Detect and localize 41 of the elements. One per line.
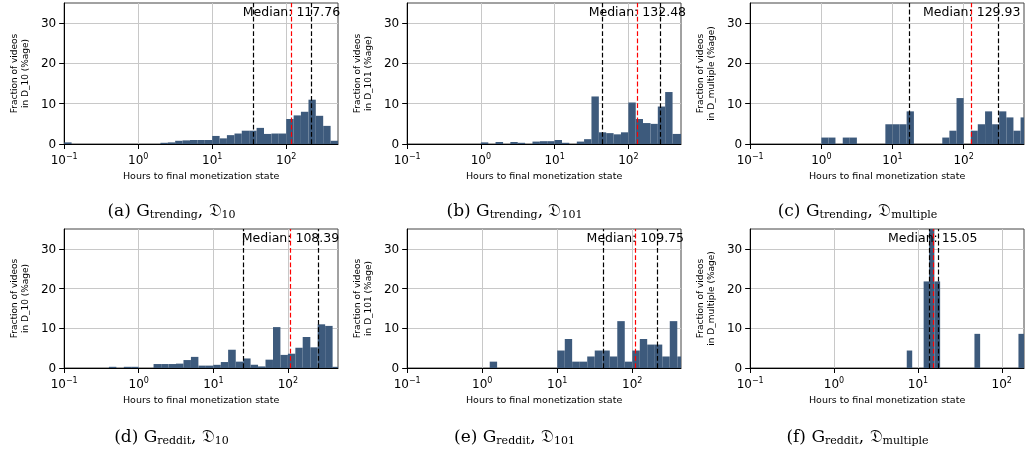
y-tick-label: 20 <box>726 56 743 71</box>
y-tick-label: 30 <box>726 241 743 256</box>
y-tick-label: 20 <box>726 281 743 296</box>
x-axis-title: Hours to final monetization state <box>465 394 623 406</box>
y-tick-label: 30 <box>726 16 743 31</box>
y-tick-label: 10 <box>40 96 57 111</box>
ref-line-label: Median: 132.48 <box>588 4 687 19</box>
y-tick-label: 0 <box>734 137 743 151</box>
y-tick-label: 10 <box>383 321 400 336</box>
ref-line-label: Median: 108.39 <box>241 230 340 245</box>
y-tick-label: 0 <box>391 137 400 151</box>
y-tick-label: 30 <box>383 241 400 256</box>
y-tick-label: 10 <box>383 96 400 111</box>
y-tick-label: 30 <box>383 16 400 31</box>
y-axis-title: Fraction of videos in D_multiple (%age) <box>694 26 716 121</box>
y-tick-label: 20 <box>383 281 400 296</box>
y-axis-title: Fraction of videos in D_10 (%age) <box>8 258 30 339</box>
y-tick-label: 30 <box>40 16 57 31</box>
y-tick-label: 0 <box>391 361 400 375</box>
x-axis-title: Hours to final monetization state <box>122 394 280 406</box>
y-tick-label: 10 <box>726 96 743 111</box>
ref-line-label: Median: 117.76 <box>242 4 341 19</box>
x-axis-title: Hours to final monetization state <box>122 170 280 182</box>
y-axis-title: Fraction of videos in D_101 (%age) <box>351 258 373 339</box>
y-tick-label: 10 <box>726 321 743 336</box>
y-tick-label: 30 <box>40 241 57 256</box>
y-tick-label: 10 <box>40 321 57 336</box>
y-tick-label: 20 <box>40 56 57 71</box>
y-tick-label: 0 <box>48 361 57 375</box>
y-tick-label: 20 <box>383 56 400 71</box>
x-axis-title: Hours to final monetization state <box>808 170 966 182</box>
y-axis-title: Fraction of videos in D_multiple (%age) <box>694 251 716 346</box>
ref-line-label: Median: 129.93 <box>923 4 1021 19</box>
x-axis-title: Hours to final monetization state <box>808 394 966 406</box>
x-axis-title: Hours to final monetization state <box>465 170 623 182</box>
y-tick-label: 0 <box>734 361 743 375</box>
y-axis-title: Fraction of videos in D_10 (%age) <box>8 33 30 114</box>
y-axis-title: Fraction of videos in D_101 (%age) <box>351 33 373 114</box>
y-tick-label: 20 <box>40 281 57 296</box>
y-tick-label: 0 <box>48 137 57 151</box>
ref-line-label: Median: 109.75 <box>586 230 684 245</box>
